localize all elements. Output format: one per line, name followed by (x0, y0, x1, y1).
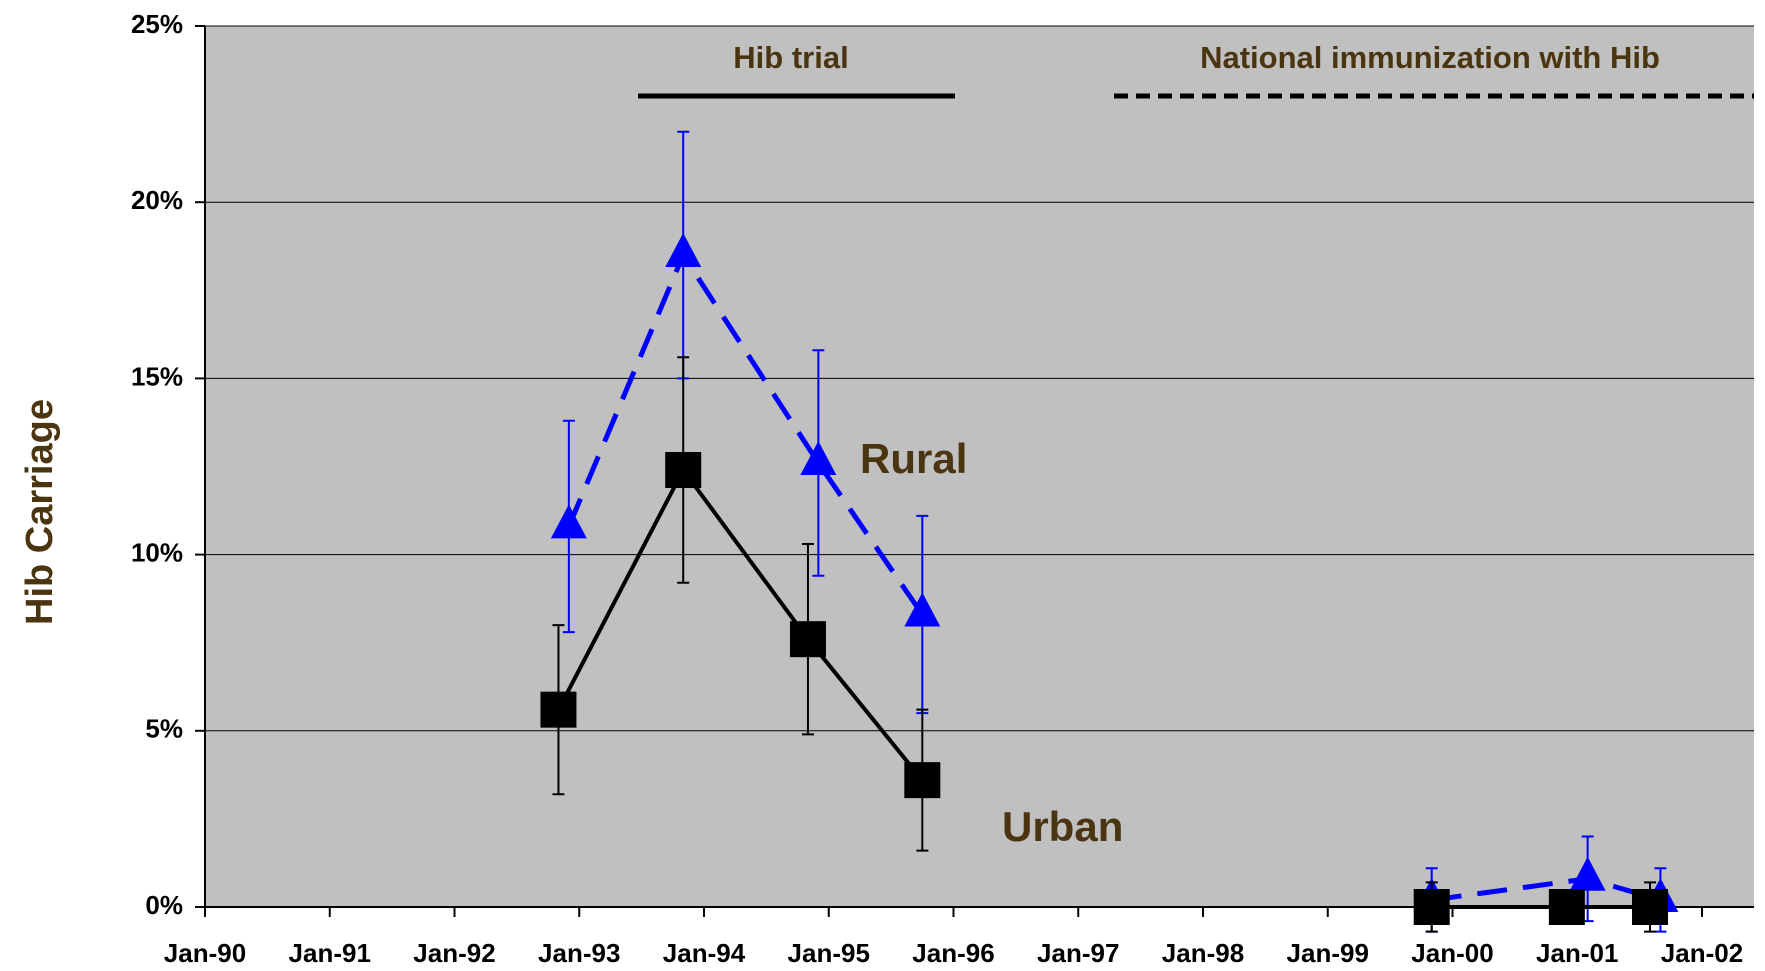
marker (540, 691, 577, 728)
x-tick-label: Jan-99 (1287, 938, 1369, 968)
marker (789, 621, 826, 658)
plot-area (205, 26, 1754, 907)
series-label: Rural (860, 435, 967, 482)
x-tick-label: Jan-98 (1162, 938, 1244, 968)
x-tick-label: Jan-95 (788, 938, 870, 968)
x-tick-label: Jan-96 (912, 938, 994, 968)
series-line (556, 466, 924, 782)
x-tick-label: Jan-01 (1536, 938, 1618, 968)
y-axis-label: Hib Carriage (19, 399, 61, 625)
y-tick-label: 5% (145, 714, 183, 744)
series-line (566, 249, 925, 616)
marker (800, 440, 837, 475)
marker (665, 452, 702, 489)
marker (1632, 889, 1669, 925)
annotation: National immunization with Hib (1200, 40, 1660, 75)
x-tick-label: Jan-93 (538, 938, 620, 968)
x-tick-label: Jan-94 (663, 938, 746, 968)
marker (904, 592, 941, 627)
x-tick-label: Jan-02 (1661, 938, 1743, 968)
y-tick-label: 0% (145, 890, 183, 920)
series-label: Urban (1002, 803, 1123, 850)
annotation: Hib trial (733, 40, 848, 75)
marker (665, 233, 702, 268)
x-tick-label: Jan-00 (1411, 938, 1493, 968)
x-tick-label: Jan-97 (1037, 938, 1119, 968)
y-tick-label: 25% (131, 9, 183, 39)
x-tick-label: Jan-92 (413, 938, 495, 968)
marker (550, 504, 587, 539)
marker (1548, 889, 1585, 925)
marker (1413, 889, 1450, 925)
y-tick-label: 15% (131, 361, 183, 391)
x-tick-label: Jan-91 (289, 938, 371, 968)
x-tick-label: Jan-90 (164, 938, 246, 968)
marker (1569, 856, 1606, 891)
y-tick-label: 20% (131, 185, 183, 215)
y-tick-label: 10% (131, 537, 183, 567)
marker (904, 762, 941, 799)
